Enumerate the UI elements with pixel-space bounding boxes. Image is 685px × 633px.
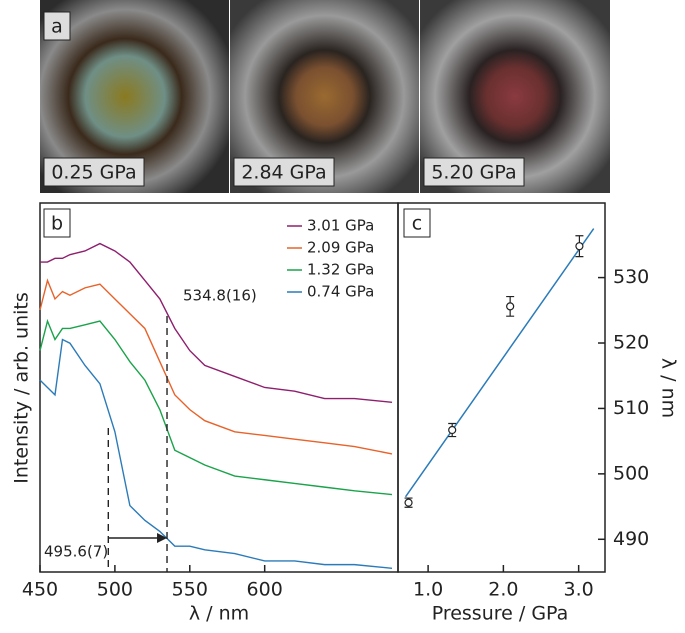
data-point [449, 427, 456, 434]
y-tick-label: 500 [613, 462, 649, 484]
x-axis-label: Pressure / GPa [432, 603, 569, 625]
y-axis-label: Intensity / arb. units [11, 292, 33, 483]
legend-label: 3.01 GPa [307, 217, 374, 235]
spectrum-line [40, 321, 392, 494]
plot-frame [40, 203, 398, 572]
photo-panel: a 0.25 GPa 2.84 GPa 5.20 GPa [40, 0, 610, 193]
photo-caption: 0.25 GPa [51, 162, 136, 184]
x-tick-label: 450 [22, 579, 58, 601]
panel-label: c [412, 213, 422, 235]
x-axis-label: λ / nm [189, 603, 249, 625]
x-tick-label: 600 [247, 579, 283, 601]
spectrum-line [40, 340, 392, 569]
plot-frame [398, 203, 605, 572]
y-tick-label: 510 [613, 397, 649, 419]
panel-label: b [51, 213, 63, 235]
y-tick-label: 490 [613, 528, 649, 550]
data-point [507, 303, 514, 310]
x-tick-label: 550 [172, 579, 208, 601]
data-point [405, 499, 412, 506]
x-tick-label: 500 [97, 579, 133, 601]
photo-caption: 2.84 GPa [241, 162, 326, 184]
legend-label: 2.09 GPa [307, 239, 374, 257]
x-tick-label: 1.0 [413, 579, 443, 601]
x-tick-label: 2.0 [488, 579, 518, 601]
y-tick-label: 530 [613, 266, 649, 288]
photo-caption: 5.20 GPa [431, 162, 516, 184]
annotation-label: 534.8(16) [183, 287, 257, 305]
fit-line [406, 229, 594, 497]
x-tick-label: 3.0 [564, 579, 594, 601]
legend-label: 0.74 GPa [307, 283, 374, 301]
figure: a 0.25 GPa 2.84 GPa 5.20 GPa b c λ / nm … [0, 0, 685, 633]
y-tick-label: 520 [613, 332, 649, 354]
data-point [576, 243, 583, 250]
legend-label: 1.32 GPa [307, 261, 374, 279]
panel-label: a [51, 16, 63, 38]
y-axis-label: λ / nm [658, 358, 680, 418]
annotation-label: 495.6(7) [44, 543, 108, 561]
spectrum-line [40, 280, 392, 453]
